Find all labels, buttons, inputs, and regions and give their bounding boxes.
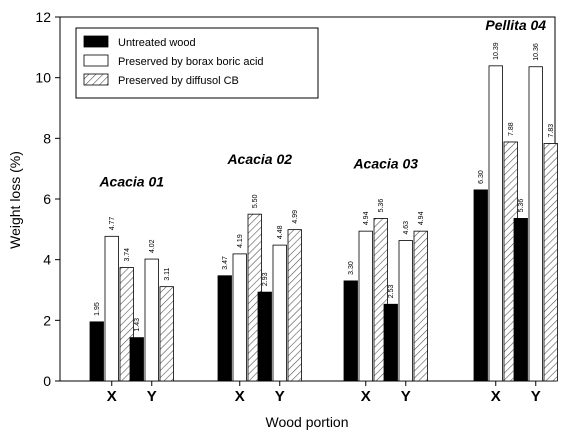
x-tick-label: X	[361, 388, 371, 405]
bar	[159, 286, 174, 382]
data-labels: 1.95 4.77 3.74 1.43 4.02 3.11 3.47 4.19 5.50 2.93…	[94, 42, 555, 331]
y-tick-label: 2	[43, 312, 51, 328]
data-label: 5.36	[378, 199, 385, 213]
legend-entry: Preserved by borax boric acid	[118, 56, 264, 68]
bar	[543, 143, 558, 382]
legend-swatch	[83, 73, 109, 86]
y-tick-label: 6	[43, 191, 51, 207]
bar	[343, 280, 358, 382]
legend-entry: Untreated wood	[118, 37, 196, 49]
data-label: 4.19	[237, 234, 244, 248]
data-label: 1.43	[134, 318, 141, 332]
bar	[89, 321, 104, 382]
data-label: 4.63	[403, 221, 410, 235]
data-label: 7.83	[548, 124, 555, 138]
y-tick-label: 4	[43, 252, 51, 268]
data-label: 7.88	[508, 122, 515, 136]
data-label: 10.39	[493, 42, 500, 60]
legend-swatch	[83, 35, 109, 48]
x-tick-label: Y	[147, 388, 157, 405]
data-label: 5.36	[518, 199, 525, 213]
group-labels: Acacia 01 Acacia 02 Acacia 03 Pellita 04	[98, 17, 546, 189]
data-label: 10.36	[533, 43, 540, 61]
data-label: 4.99	[292, 210, 299, 224]
bar	[287, 229, 302, 382]
x-tick-label: Y	[531, 388, 541, 405]
legend-entry: Preserved by diffusol CB	[118, 75, 239, 87]
bar	[513, 218, 528, 382]
y-tick-label: 10	[35, 70, 51, 86]
bar	[488, 65, 503, 382]
data-label: 5.50	[252, 194, 259, 208]
legend: Untreated wood Preserved by borax boric a…	[75, 27, 319, 99]
x-tick-label: Y	[275, 388, 285, 405]
y-axis-title: Weight loss (%)	[7, 151, 23, 249]
bars	[89, 65, 558, 382]
data-label: 2.53	[388, 285, 395, 299]
data-label: 4.94	[363, 211, 370, 225]
bar	[473, 189, 488, 382]
bar	[257, 291, 272, 382]
y-axis: 0 2 4 6 8 10 12	[35, 9, 60, 389]
y-tick-label: 0	[43, 373, 51, 389]
legend-swatch	[83, 54, 109, 67]
bar	[232, 253, 247, 382]
bar	[413, 230, 428, 382]
group-label: Pellita 04	[485, 17, 546, 33]
bar	[104, 235, 119, 382]
bar	[217, 275, 232, 382]
x-axis-title: Wood portion	[265, 414, 348, 430]
bar	[129, 337, 144, 382]
x-tick-label: X	[235, 388, 245, 405]
legend-box	[75, 27, 319, 99]
group-label: Acacia 03	[352, 155, 418, 171]
bar	[398, 240, 413, 382]
data-label: 3.11	[164, 267, 171, 280]
data-label: 4.48	[277, 225, 284, 239]
data-label: 3.30	[348, 261, 355, 275]
y-tick-label: 12	[35, 9, 51, 25]
group-label: Acacia 02	[226, 151, 292, 167]
bar	[272, 244, 287, 382]
group-label: Acacia 01	[98, 173, 164, 189]
bar	[144, 258, 159, 382]
data-label: 3.74	[124, 248, 131, 262]
data-label: 4.02	[149, 239, 156, 253]
data-label: 2.93	[262, 272, 269, 286]
x-tick-label: X	[107, 388, 117, 405]
x-tick-label: Y	[401, 388, 411, 405]
data-label: 4.77	[109, 217, 116, 231]
bar	[383, 303, 398, 382]
data-label: 6.30	[478, 170, 485, 184]
bar	[358, 230, 373, 382]
bar	[528, 66, 543, 382]
data-label: 3.47	[222, 256, 229, 270]
y-tick-label: 8	[43, 130, 51, 146]
data-label: 1.95	[94, 302, 101, 316]
data-label: 4.94	[418, 211, 425, 225]
x-tick-label: X	[491, 388, 501, 405]
